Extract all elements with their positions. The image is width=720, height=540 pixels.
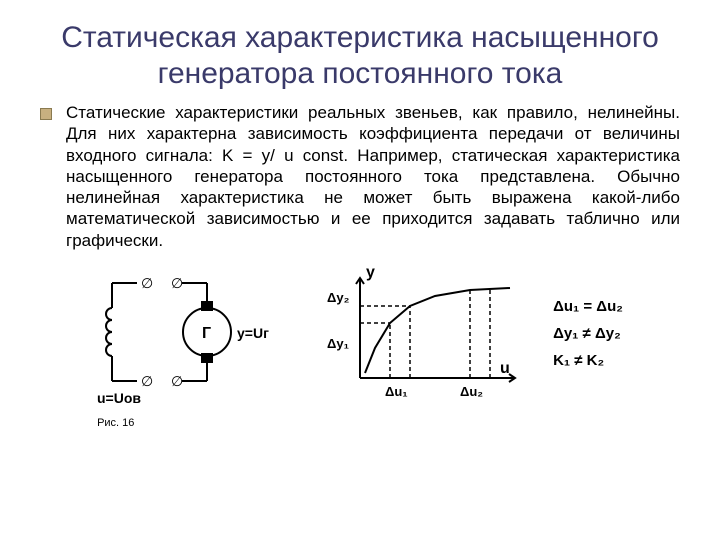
dy1-label: Δy₁ xyxy=(327,336,349,351)
equations-block: Δu₁ = Δu₂ Δy₁ ≠ Δy₂ K₁ ≠ K₂ xyxy=(553,293,623,374)
body-text: Статические характеристики реальных звен… xyxy=(66,102,680,251)
terminal-icon: ∅ xyxy=(141,373,153,389)
bullet-row: Статические характеристики реальных звен… xyxy=(40,102,680,251)
chart-svg: y u Δy₂ Δy₁ Δu₁ Δu₂ xyxy=(325,263,525,413)
y-output-label: y=Uг xyxy=(237,325,269,341)
bullet-icon xyxy=(40,108,52,120)
terminal-icon: ∅ xyxy=(171,373,183,389)
terminal-icon: ∅ xyxy=(171,275,183,291)
page-title: Статическая характеристика насыщенного г… xyxy=(40,20,680,92)
x-axis-label: u xyxy=(500,360,510,377)
du1-label: Δu₁ xyxy=(385,384,408,399)
terminal-icon: ∅ xyxy=(141,275,153,291)
du2-label: Δu₂ xyxy=(460,384,483,399)
figure-caption: Рис. 16 xyxy=(97,417,297,429)
generator-label: Г xyxy=(202,325,211,342)
figures-row: ∅ ∅ u=Uов Г ∅ ∅ y=Uг xyxy=(40,263,680,429)
equation-line: K₁ ≠ K₂ xyxy=(553,347,623,374)
u-label: u=Uов xyxy=(97,390,141,406)
circuit-svg: ∅ ∅ u=Uов Г ∅ ∅ y=Uг xyxy=(97,263,297,413)
equation-line: Δu₁ = Δu₂ xyxy=(553,293,623,320)
saturation-chart: y u Δy₂ Δy₁ Δu₁ Δu₂ xyxy=(325,263,525,413)
y-axis-label: y xyxy=(366,264,375,281)
dy2-label: Δy₂ xyxy=(327,290,350,305)
circuit-figure: ∅ ∅ u=Uов Г ∅ ∅ y=Uг xyxy=(97,263,297,429)
equation-line: Δy₁ ≠ Δy₂ xyxy=(553,320,623,347)
